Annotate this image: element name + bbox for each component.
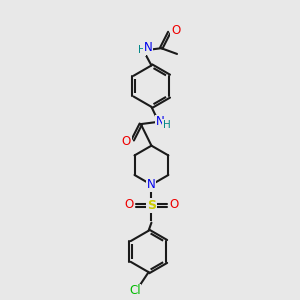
Text: H: H bbox=[138, 46, 146, 56]
Text: S: S bbox=[147, 199, 156, 212]
Text: O: O bbox=[124, 198, 134, 212]
Text: O: O bbox=[169, 198, 179, 212]
Text: O: O bbox=[171, 25, 180, 38]
Text: N: N bbox=[147, 178, 156, 191]
Text: Cl: Cl bbox=[129, 284, 141, 297]
Text: O: O bbox=[122, 135, 131, 148]
Text: N: N bbox=[156, 115, 164, 128]
Text: H: H bbox=[163, 120, 170, 130]
Text: N: N bbox=[144, 41, 153, 54]
